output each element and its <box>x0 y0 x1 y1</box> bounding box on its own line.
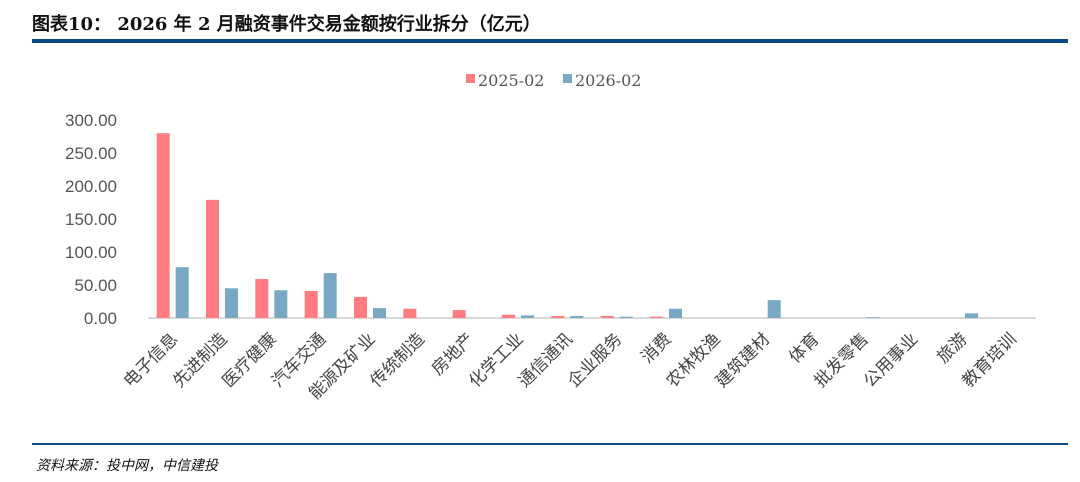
bar-2026-02 <box>175 267 189 318</box>
x-tick-label: 旅游 <box>933 329 971 367</box>
bar-2025-02 <box>452 310 466 318</box>
title-divider <box>32 39 1068 43</box>
bar-2026-02 <box>274 290 288 318</box>
bar-2025-02 <box>255 279 269 318</box>
bar-2025-02 <box>206 199 219 318</box>
bar-2025-02 <box>650 316 663 318</box>
figure-title: 图表10： 2026 年 2 月融资事件交易金额按行业拆分（亿元） <box>32 14 541 35</box>
bar-2026-02 <box>521 315 534 318</box>
bar-2025-02 <box>502 314 515 318</box>
bar-2026-02 <box>373 308 386 318</box>
y-tick-label: 200.00 <box>65 177 117 196</box>
legend-swatch <box>563 74 572 83</box>
x-tick-label: 建筑建材 <box>712 329 774 391</box>
legend-label: 2026-02 <box>575 71 641 90</box>
footer-divider <box>32 443 1068 445</box>
legend-swatch <box>466 74 475 83</box>
source-note: 资料来源：投中网，中信建投 <box>36 458 218 474</box>
y-tick-label: 150.00 <box>65 210 117 229</box>
bar-2026-02 <box>866 317 880 318</box>
x-tick-label: 体育 <box>785 329 823 367</box>
bar-2025-02 <box>600 316 614 318</box>
bar-2026-02 <box>619 316 633 318</box>
x-tick-label: 传统制造 <box>367 329 429 391</box>
x-tick-label: 企业服务 <box>564 329 626 391</box>
y-tick-label: 100.00 <box>65 243 117 262</box>
bar-2026-02 <box>225 288 238 318</box>
y-tick-label: 50.00 <box>74 276 117 295</box>
bar-2025-02 <box>403 308 417 318</box>
bar-2026-02 <box>570 316 584 318</box>
bar-2025-02 <box>354 296 367 318</box>
y-tick-label: 300.00 <box>65 111 117 130</box>
y-tick-label: 0.00 <box>84 309 117 328</box>
x-tick-label: 教育培训 <box>959 329 1021 391</box>
x-tick-label: 消费 <box>637 329 675 367</box>
bar-2026-02 <box>669 308 682 318</box>
bar-2026-02 <box>767 300 781 318</box>
legend-label: 2025-02 <box>478 71 544 90</box>
x-tick-label: 公用事业 <box>860 329 922 391</box>
y-tick-label: 250.00 <box>65 144 117 163</box>
bar-2025-02 <box>304 290 318 318</box>
bar-2026-02 <box>323 273 337 318</box>
bar-2025-02 <box>551 316 565 318</box>
bar-2026-02 <box>965 313 978 318</box>
bar-2025-02 <box>156 133 170 318</box>
